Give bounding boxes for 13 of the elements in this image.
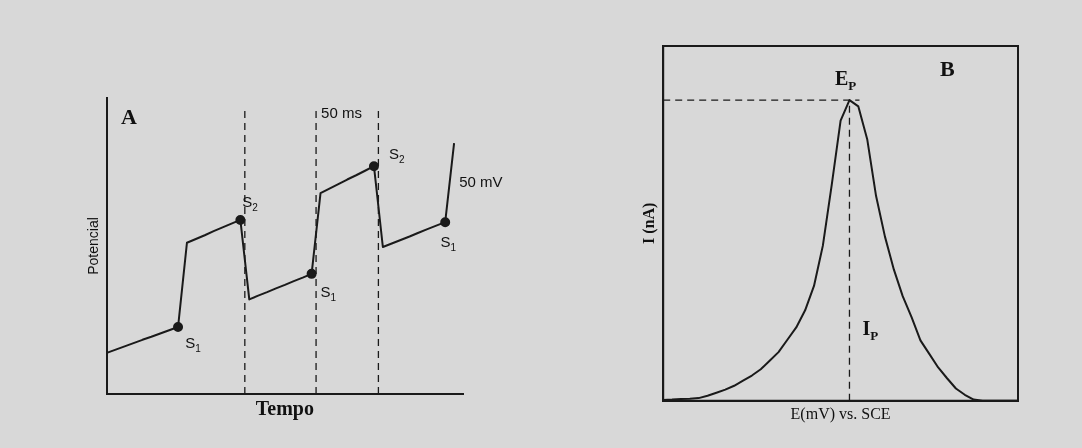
x-axis-title: E(mV) vs. SCE bbox=[790, 404, 891, 423]
y-axis-title: Potencial bbox=[85, 217, 102, 275]
chart-title: A bbox=[121, 103, 138, 129]
x-axis-title: Tempo bbox=[255, 397, 314, 421]
point bbox=[440, 217, 451, 228]
point bbox=[235, 214, 246, 225]
point bbox=[306, 268, 317, 279]
y-axis-title: I (nA) bbox=[639, 202, 658, 245]
chart-title: B bbox=[939, 55, 955, 81]
annotation: 50 mV bbox=[459, 172, 503, 190]
point bbox=[173, 322, 184, 333]
text: 50 ms bbox=[321, 104, 362, 122]
point bbox=[368, 161, 379, 172]
